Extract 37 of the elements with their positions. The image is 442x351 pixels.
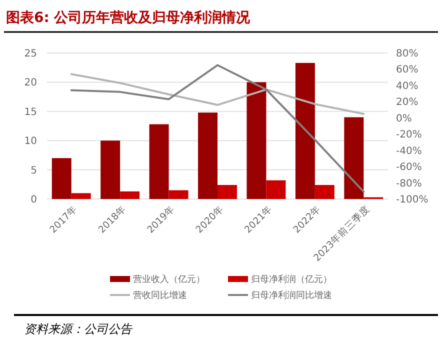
legend-label: 营收同比增速 bbox=[133, 290, 187, 302]
y2-tick-label: -60% bbox=[396, 162, 422, 174]
y-tick-label: 0 bbox=[30, 194, 37, 206]
y2-tick-label: -40% bbox=[396, 146, 422, 157]
bar bbox=[246, 82, 266, 199]
y-tick-label: 5 bbox=[30, 165, 37, 176]
legend-label: 营业收入（亿元） bbox=[133, 274, 205, 286]
line-series bbox=[70, 64, 365, 193]
y-tick-label: 20 bbox=[24, 78, 37, 89]
bar bbox=[52, 158, 72, 199]
y2-tick-label: -100% bbox=[396, 194, 428, 206]
y-tick-label: 10 bbox=[24, 136, 37, 148]
y-tick-label: 15 bbox=[24, 106, 37, 118]
legend-label: 归母净利润（亿元） bbox=[251, 274, 332, 286]
y2-tick-label: 80% bbox=[396, 48, 418, 60]
y2-tick-label: -80% bbox=[396, 178, 422, 190]
y-tick-label: 25 bbox=[24, 48, 37, 60]
bar bbox=[100, 140, 120, 199]
bar bbox=[149, 124, 169, 199]
bar bbox=[71, 193, 91, 199]
bar bbox=[314, 184, 334, 199]
y2-tick-label: -20% bbox=[396, 130, 422, 141]
bar bbox=[168, 190, 188, 199]
bar bbox=[198, 112, 218, 199]
bar bbox=[295, 62, 315, 199]
y2-tick-label: 20% bbox=[396, 97, 418, 108]
y2-tick-label: 0% bbox=[396, 113, 412, 124]
bar bbox=[218, 184, 237, 199]
line-series bbox=[70, 73, 365, 115]
bar bbox=[344, 117, 364, 199]
bar bbox=[266, 180, 286, 199]
y2-tick-label: 60% bbox=[396, 64, 418, 76]
bar bbox=[120, 191, 140, 199]
text: 资料来源：公司公告 bbox=[24, 322, 133, 336]
y2-tick-label: 40% bbox=[396, 80, 418, 92]
chart-title: 图表6: 公司历年营收及归母净利润情况 bbox=[6, 9, 252, 26]
legend-label: 归母净利润同比增速 bbox=[251, 290, 332, 302]
